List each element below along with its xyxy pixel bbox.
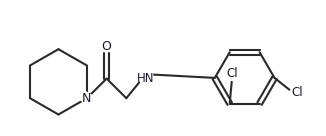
Text: N: N (82, 92, 92, 105)
Text: HN: HN (137, 72, 155, 85)
Text: Cl: Cl (226, 67, 238, 80)
Text: O: O (102, 40, 111, 53)
Text: Cl: Cl (292, 86, 303, 99)
